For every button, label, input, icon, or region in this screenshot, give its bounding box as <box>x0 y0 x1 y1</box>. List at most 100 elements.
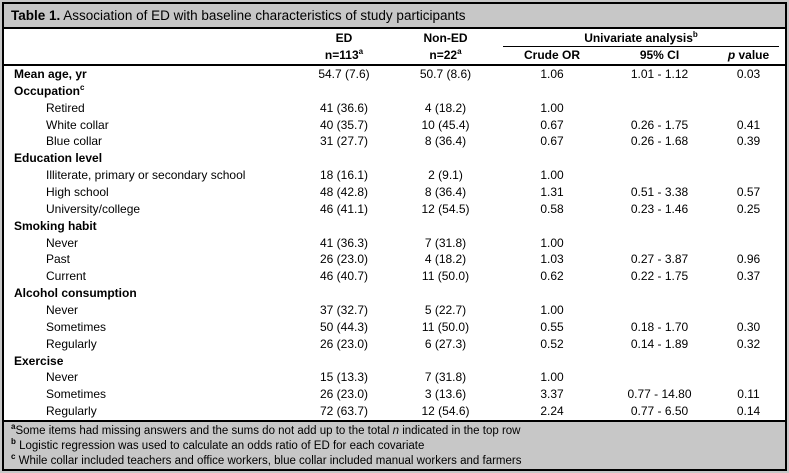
crude-or-value <box>497 353 607 370</box>
p-value: 0.32 <box>736 336 761 351</box>
ci-value: 0.14 - 1.89 <box>630 336 689 351</box>
crude-or-value <box>497 83 607 100</box>
table-row: Never 41 (36.3) 7 (31.8) 1.00 <box>4 235 785 252</box>
crude-or-value <box>497 285 607 302</box>
row-label: Regularly <box>46 336 97 351</box>
ed-value: 18 (16.1) <box>319 168 369 183</box>
crude-or-value <box>497 218 607 235</box>
footnote-b: b Logistic regression was used to calcul… <box>11 437 425 453</box>
ed-value <box>294 218 394 235</box>
row-label: Illiterate, primary or secondary school <box>46 168 246 183</box>
row-label: Sometimes <box>46 387 107 402</box>
non-ed-value <box>394 83 497 100</box>
ci-value: 0.77 - 6.50 <box>630 404 689 419</box>
p-value <box>712 150 785 167</box>
crude-or-value: 1.00 <box>540 303 564 318</box>
table-title: Table 1. Association of ED with baseline… <box>4 4 785 29</box>
ed-n-label: n=113 <box>324 48 359 62</box>
table-row: Never 37 (32.7) 5 (22.7) 1.00 <box>4 302 785 319</box>
table-body: Mean age, yr 54.7 (7.6) 50.7 (8.6) 1.06 1.01… <box>4 66 785 420</box>
ed-value: 26 (23.0) <box>319 336 369 351</box>
ci-value <box>607 302 712 319</box>
p-value <box>712 167 785 184</box>
crude-or-value: 1.00 <box>540 100 564 115</box>
crude-or-value <box>497 150 607 167</box>
crude-or-value: 1.31 <box>540 185 564 200</box>
table-row: Regularly 26 (23.0) 6 (27.3) 0.52 0.14 - 1.8… <box>4 336 785 353</box>
ed-value: 46 (41.1) <box>319 201 369 216</box>
crude-or-value: 1.00 <box>540 168 564 183</box>
non-ed-n-footnote-mark: a <box>457 47 462 56</box>
crude-or-value: 1.00 <box>540 235 564 250</box>
row-label: Current <box>46 269 87 284</box>
ed-value: 31 (27.7) <box>319 134 369 149</box>
p-value: 0.25 <box>736 201 761 216</box>
ed-value <box>294 285 394 302</box>
ci-value <box>607 167 712 184</box>
ed-value <box>294 353 394 370</box>
non-ed-value: 12 (54.5) <box>421 201 470 216</box>
footnote-marker: a <box>11 422 16 432</box>
col-header-crude-or: Crude OR <box>523 48 580 62</box>
ci-value: 0.77 - 14.80 <box>627 387 692 402</box>
non-ed-value: 8 (36.4) <box>424 134 467 149</box>
non-ed-value: 7 (31.8) <box>424 235 467 250</box>
table-row: Illiterate, primary or secondary school 1… <box>4 167 785 184</box>
non-ed-value <box>394 285 497 302</box>
non-ed-value: 11 (50.0) <box>421 269 470 284</box>
row-label: High school <box>46 185 109 200</box>
ci-value: 0.26 - 1.75 <box>630 117 689 132</box>
p-value <box>712 100 785 117</box>
crude-or-value: 1.03 <box>540 252 564 267</box>
univariate-analysis-label: Univariate analysis <box>584 31 693 45</box>
crude-or-value: 0.62 <box>540 269 564 284</box>
p-value: 0.03 <box>736 67 761 81</box>
table-row: Retired 41 (36.6) 4 (18.2) 1.00 <box>4 100 785 117</box>
p-value <box>712 302 785 319</box>
table-header: ED Non-ED Univariate analysisb n=113a n=… <box>4 29 785 66</box>
crude-or-value: 0.58 <box>540 201 564 216</box>
crude-or-value: 0.67 <box>540 134 564 149</box>
col-header-non-ed: Non-ED <box>423 31 468 45</box>
table-row: Sometimes 50 (44.3) 11 (50.0) 0.55 0.18 - 1.… <box>4 319 785 336</box>
ci-value: 0.23 - 1.46 <box>630 201 689 216</box>
non-ed-value: 10 (45.4) <box>421 117 470 132</box>
non-ed-value: 4 (18.2) <box>424 252 467 267</box>
table-row: Alcohol consumption <box>4 285 785 302</box>
ci-value <box>607 353 712 370</box>
table-row: Current 46 (40.7) 11 (50.0) 0.62 0.22 - 1.75… <box>4 268 785 285</box>
crude-or-value: 0.52 <box>540 336 564 351</box>
p-value: 0.11 <box>737 387 760 402</box>
non-ed-value: 11 (50.0) <box>421 319 470 334</box>
table-row: Blue collar 31 (27.7) 8 (36.4) 0.67 0.26 - 1… <box>4 133 785 150</box>
p-value: 0.37 <box>736 269 761 284</box>
ci-value <box>607 83 712 100</box>
crude-or-value: 0.55 <box>540 319 564 334</box>
p-value: 0.30 <box>736 319 761 334</box>
ed-value: 41 (36.6) <box>319 100 369 115</box>
row-label: Mean age, yr <box>14 67 87 81</box>
row-label: White collar <box>46 117 109 132</box>
ci-value <box>607 369 712 386</box>
col-header-ed-n: n=113a <box>294 47 394 64</box>
ed-n-footnote-mark: a <box>358 47 364 56</box>
row-label: Past <box>46 252 71 267</box>
row-label: Sometimes <box>46 319 107 334</box>
col-header-non-ed-n: n=22a <box>394 47 497 64</box>
ci-value: 0.22 - 1.75 <box>630 269 689 284</box>
col-header-95-ci: 95% CI <box>639 48 680 62</box>
table-row: Never 15 (13.3) 7 (31.8) 1.00 <box>4 369 785 386</box>
row-label: Alcohol consumption <box>14 286 137 301</box>
ci-value: 0.51 - 3.38 <box>630 185 689 200</box>
p-italic: p <box>727 48 736 62</box>
table-row: Smoking habit <box>4 218 785 235</box>
table-footnotes: aSome items had missing answers and the … <box>4 420 785 470</box>
p-value: 0.14 <box>736 404 761 419</box>
univariate-analysis-footnote-mark: b <box>692 30 698 39</box>
non-ed-n-label: n=22 <box>429 48 458 62</box>
table-row: Past 26 (23.0) 4 (18.2) 1.03 0.27 - 3.87 0.96 <box>4 251 785 268</box>
non-ed-value: 5 (22.7) <box>424 303 467 318</box>
ed-value: 40 (35.7) <box>319 117 369 132</box>
ed-value: 26 (23.0) <box>319 252 369 267</box>
